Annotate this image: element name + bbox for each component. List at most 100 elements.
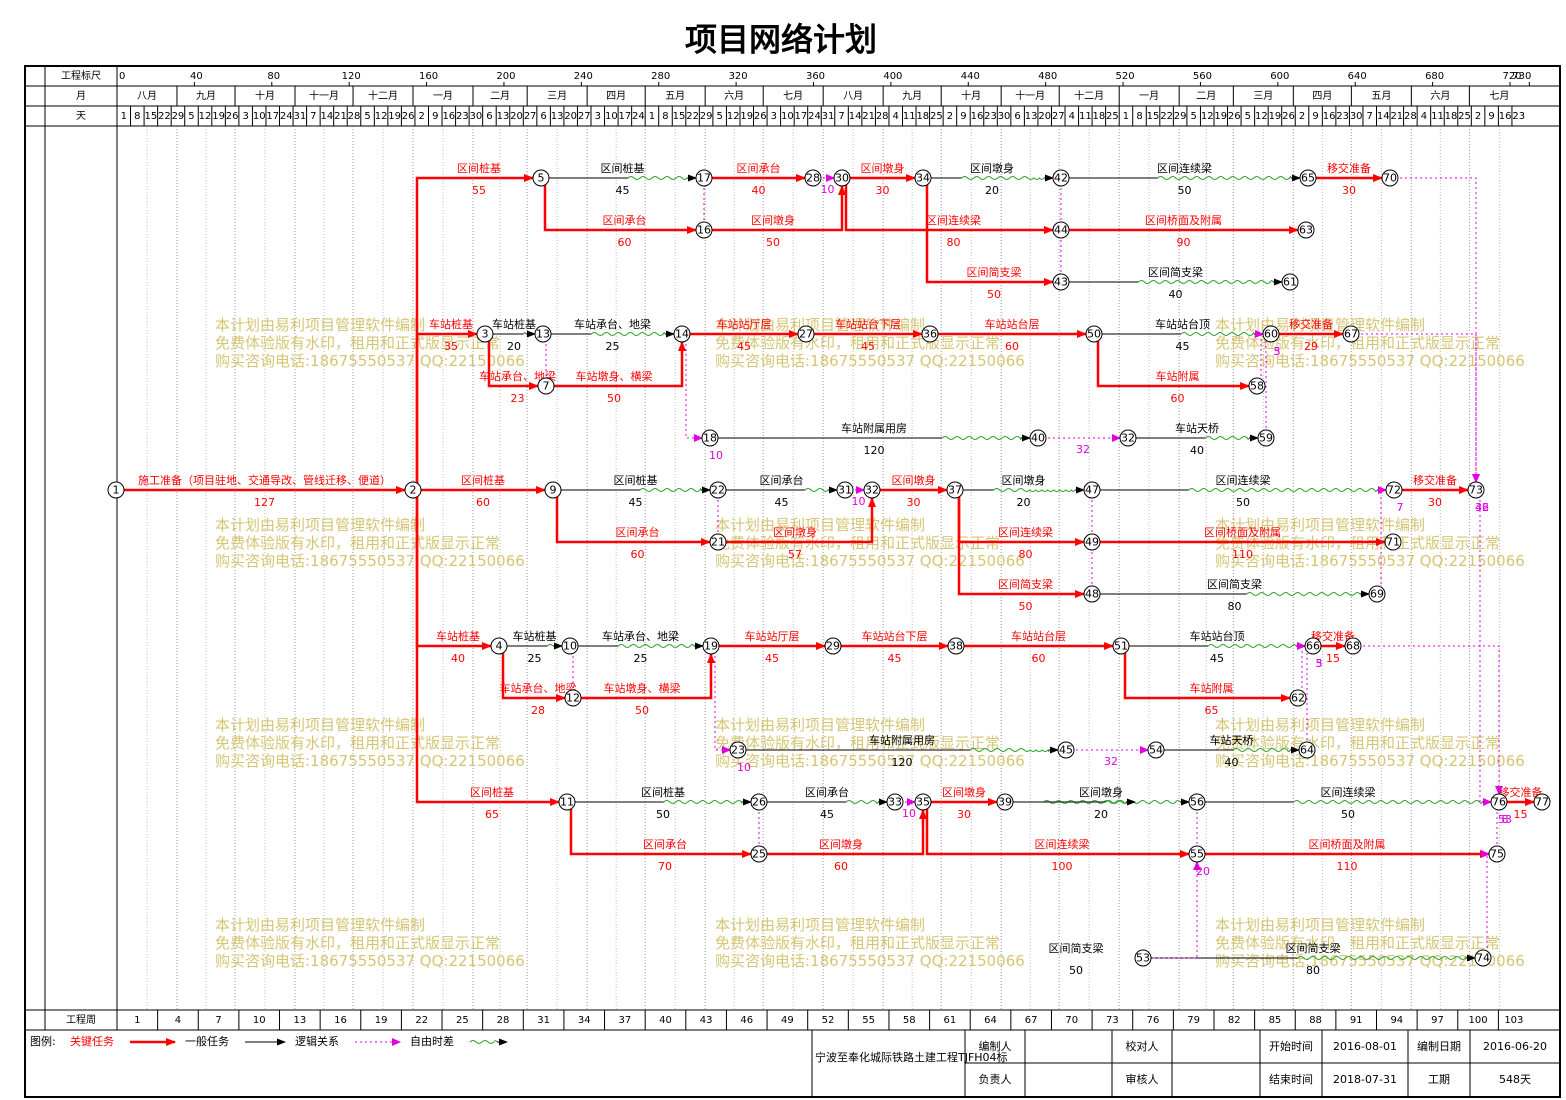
day-label: 26 (1282, 111, 1295, 122)
task-duration: 50 (1069, 964, 1083, 977)
watermark: 购买咨询电话:18675550537 QQ:22150066 (1215, 752, 1525, 770)
task-duration: 50 (766, 236, 780, 249)
node-label: 50 (1087, 328, 1101, 341)
node (1112, 637, 1130, 655)
task-name: 区间简支梁 (1148, 265, 1203, 279)
task-duration: 110 (1337, 860, 1358, 873)
node (673, 325, 691, 343)
task-duration: 30 (957, 808, 971, 821)
scale-label: 120 (342, 71, 361, 82)
day-label: 13 (551, 111, 564, 122)
node (1052, 273, 1070, 291)
node-label: 47 (1085, 484, 1099, 497)
task-name: 车站附属用房 (841, 421, 907, 435)
node (695, 169, 713, 187)
free-float (639, 488, 702, 492)
day-label: 19 (388, 111, 401, 122)
node (1381, 169, 1399, 187)
task-duration: 80 (1019, 548, 1033, 561)
free-float (1207, 644, 1297, 648)
node (534, 325, 552, 343)
task-duration: 20 (985, 184, 999, 197)
month-label: 四月 (606, 90, 626, 102)
node-label: 48 (1085, 588, 1099, 601)
month-label: 十月 (255, 89, 275, 102)
watermark: 本计划由易利项目管理软件编制 (215, 916, 425, 934)
row-label: 工程周 (66, 1014, 96, 1026)
month-label: 十月 (961, 89, 981, 102)
task-duration: 20 (1094, 808, 1108, 821)
month-label: 六月 (724, 90, 744, 102)
scale-label: 600 (1270, 71, 1289, 82)
day-label: 3 (242, 111, 248, 122)
task-name: 区间桩基 (461, 473, 505, 487)
free-time: 10 (821, 183, 835, 196)
task-name: 车站附属 (1190, 681, 1234, 695)
task-name: 区间连续梁 (1035, 837, 1090, 851)
task-name: 区间承台 (616, 525, 660, 539)
week-label: 73 (1106, 1015, 1119, 1026)
node-label: 2 (410, 484, 417, 497)
day-label: 8 (134, 111, 140, 122)
node-label: 11 (560, 796, 574, 809)
scale-label: 320 (729, 71, 748, 82)
day-label: 30 (1350, 111, 1363, 122)
task-duration: 45 (861, 340, 875, 353)
task-duration: 120 (864, 444, 885, 457)
task-duration: 45 (1176, 340, 1190, 353)
day-label: 21 (334, 111, 347, 122)
task-duration: 20 (507, 340, 521, 353)
task-name: 车站站台下层 (862, 629, 928, 643)
node (886, 793, 904, 811)
week-label: 61 (944, 1015, 957, 1026)
critical-task (844, 178, 1054, 234)
day-label: 4 (1421, 111, 1427, 122)
node (561, 637, 579, 655)
task-name: 区间连续梁 (998, 525, 1053, 539)
day-label: 12 (199, 111, 212, 122)
week-label: 55 (862, 1015, 875, 1026)
logic-link (1481, 850, 1490, 958)
node (1281, 273, 1299, 291)
node (1299, 169, 1317, 187)
node-label: 1 (113, 484, 120, 497)
scale-label: 520 (1116, 71, 1135, 82)
info-cell: 2018-07-31 (1333, 1073, 1397, 1086)
node (532, 169, 550, 187)
week-label: 34 (578, 1015, 591, 1026)
watermark: 购买咨询电话:18675550537 QQ:22150066 (215, 952, 525, 970)
critical-task (487, 334, 539, 390)
task-duration: 80 (1228, 600, 1242, 613)
day-label: 29 (172, 111, 185, 122)
task-name: 区间连续梁 (1216, 473, 1271, 487)
day-label: 19 (212, 111, 225, 122)
task-duration: 30 (876, 184, 890, 197)
day-label: 25 (930, 111, 943, 122)
day-label: 13 (497, 111, 510, 122)
logic-link (1353, 645, 1503, 795)
day-label: 4 (1069, 111, 1075, 122)
node (1342, 325, 1360, 343)
day-label: 23 (984, 111, 997, 122)
node (1188, 845, 1206, 863)
task-name: 区间桥面及附属 (1309, 837, 1386, 851)
task-name: 车站站台下层 (835, 317, 901, 331)
task-name: 移交准备 (1327, 161, 1371, 175)
frame (24, 65, 1561, 1098)
grid (116, 126, 1500, 1010)
task-name: 车站天桥 (1210, 733, 1254, 747)
watermark: 免费体验版有水印，租用和正式版显示正常 (215, 734, 500, 752)
day-label: 6 (540, 111, 546, 122)
task-duration: 50 (635, 704, 649, 717)
node (701, 429, 719, 447)
task-duration: 90 (1177, 236, 1191, 249)
month-label: 八月 (843, 90, 863, 102)
week-label: 88 (1309, 1015, 1322, 1026)
free-time: 10 (709, 449, 723, 462)
task-name: 区间墩身 (1079, 785, 1123, 799)
node-label: 23 (731, 744, 745, 757)
watermark: 购买咨询电话:18675550537 QQ:22150066 (715, 552, 1025, 570)
week-label: 82 (1228, 1015, 1241, 1026)
day-label: 26 (226, 111, 239, 122)
